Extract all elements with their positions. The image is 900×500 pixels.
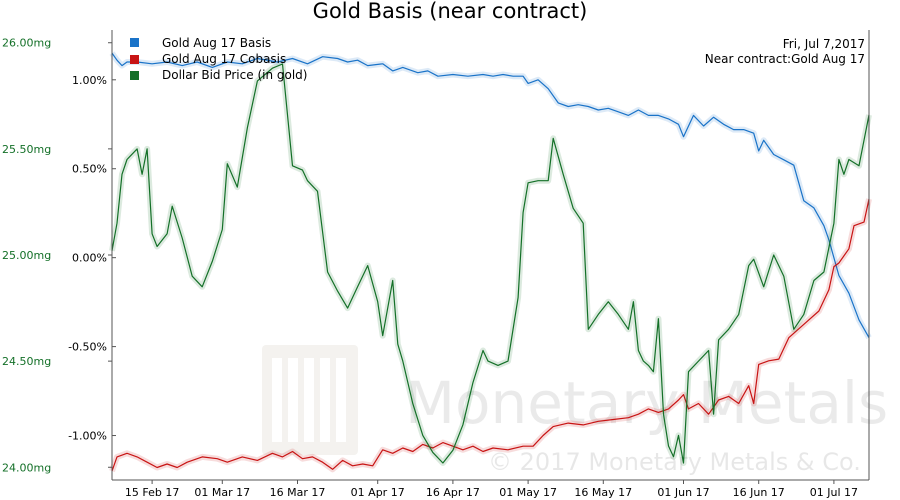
x-axis-tick-label: 15 Feb 17 <box>125 486 179 499</box>
x-axis-tick-label: 16 Apr 17 <box>426 486 480 499</box>
percent-axis-tick-label: 1.00% <box>72 74 107 87</box>
x-axis-tick-label: 16 May 17 <box>574 486 632 499</box>
left-axis-tick-label: 25.50mg <box>2 143 51 156</box>
legend: Gold Aug 17 Basis Gold Aug 17 Cobasis Do… <box>130 36 307 82</box>
dollar-line <box>111 63 870 464</box>
basis-line <box>111 52 870 338</box>
legend-swatch-basis <box>130 38 139 47</box>
legend-swatch-cobasis <box>130 55 139 64</box>
axes: 26.00mg 25.50mg 25.00mg 24.50mg 24.00mg 1.00%… <box>2 37 858 499</box>
percent-axis-tick-label: -0.50% <box>68 341 107 354</box>
x-axis-tick-label: 01 May 17 <box>499 486 557 499</box>
x-axis-tick-label: 01 Mar 17 <box>194 486 250 499</box>
watermark-main-text: Monetary Metals <box>405 369 888 437</box>
legend-swatch-dollar <box>130 71 139 80</box>
watermark-logo-icon <box>262 345 358 455</box>
left-axis-tick-label: 24.50mg <box>2 355 51 368</box>
plot-area <box>109 51 872 473</box>
left-axis-tick-label: 26.00mg <box>2 37 51 50</box>
x-axis-tick-label: 16 Jun 17 <box>733 486 785 499</box>
x-axis-tick-label: 01 Apr 17 <box>351 486 405 499</box>
percent-axis-tick-label: 0.00% <box>72 252 107 265</box>
percent-axis-tick-label: 0.50% <box>72 163 107 176</box>
percent-axis-tick-label: -1.00% <box>68 430 107 443</box>
chart-title: Gold Basis (near contract) <box>313 0 588 23</box>
x-axis-tick-label: 01 Jul 17 <box>810 486 858 499</box>
cobasis-line <box>111 198 870 472</box>
legend-label-basis: Gold Aug 17 Basis <box>162 36 271 50</box>
info-date: Fri, Jul 7,2017 <box>783 37 865 51</box>
x-axis-tick-label: 16 Mar 17 <box>270 486 326 499</box>
legend-label-cobasis: Gold Aug 17 Cobasis <box>162 52 286 66</box>
x-axis-tick-label: 01 Jun 17 <box>657 486 709 499</box>
watermark: Monetary Metals © 2017 Monetary Metals &… <box>262 345 888 476</box>
left-axis-tick-label: 25.00mg <box>2 249 51 262</box>
legend-label-dollar: Dollar Bid Price (in gold) <box>162 68 307 82</box>
left-axis-tick-label: 24.00mg <box>2 461 51 474</box>
info-contract: Near contract:Gold Aug 17 <box>705 52 865 66</box>
